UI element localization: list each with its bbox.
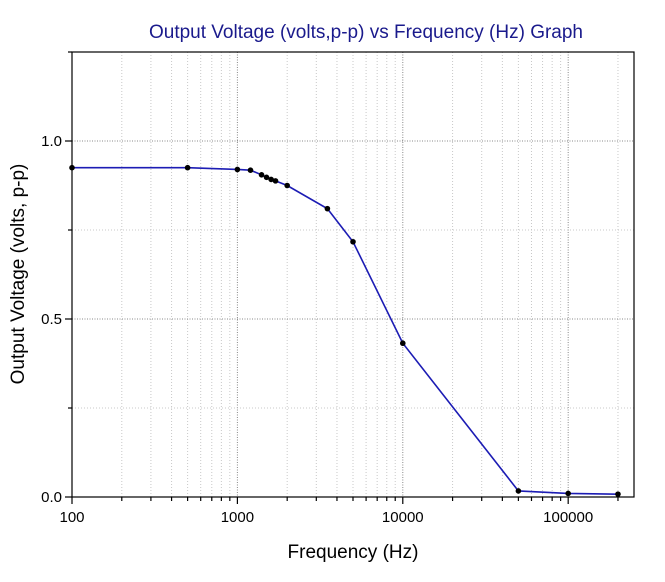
series-line [72,166,618,495]
data-point [184,164,191,171]
data-point [272,178,279,184]
x-axis-label: Frequency (Hz) [288,542,419,563]
x-tick-label: 1000 [221,509,254,526]
data-point [247,167,254,173]
x-tick-label: 100000 [543,509,593,526]
x-tick-label: 100 [59,509,84,526]
data-point [234,166,241,173]
data-point [615,491,621,497]
y-axis-label: Output Voltage (volts, p-p) [8,164,29,385]
data-point [284,182,290,189]
data-point [258,172,265,178]
data-point [268,176,274,183]
y-tick-label: 0.5 [41,311,62,328]
x-tick-label: 10000 [382,509,424,526]
grid [72,52,634,497]
data-point [69,164,75,171]
data-point [324,205,331,212]
y-tick-label: 0.0 [41,489,62,506]
data-point [399,340,406,347]
axis-ticks: 100 1000 10000 100000 0.0 0.5 1.0 [41,51,619,526]
chart-title: Output Voltage (volts,p-p) vs Frequency … [149,22,583,43]
data-point [263,174,270,181]
y-tick-label: 1.0 [41,133,62,150]
data-point [515,488,522,494]
series-layer [69,164,621,497]
data-point [350,238,356,245]
data-point [565,490,571,497]
